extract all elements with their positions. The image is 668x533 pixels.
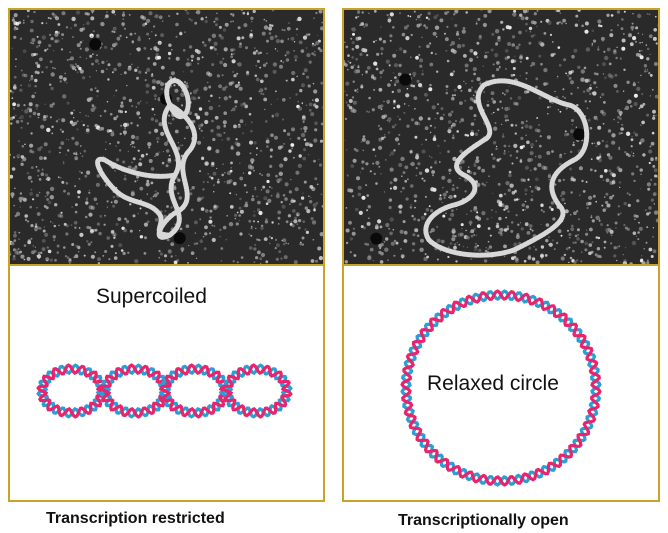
supercoiled-panel: Supercoiled: [8, 8, 325, 502]
relaxed-dna-circle-diagram: [400, 289, 602, 487]
caption-transcriptionally-open: Transcriptionally open: [398, 512, 569, 529]
supercoiled-label: Supercoiled: [96, 285, 207, 308]
supercoiled-diagram: [10, 266, 323, 500]
panel-divider: [10, 264, 323, 266]
caption-transcription-restricted: Transcription restricted: [46, 510, 225, 527]
relaxed-circle-label: Relaxed circle: [427, 372, 559, 395]
relaxed-micrograph: [344, 10, 658, 264]
relaxed-diagram: [344, 266, 658, 500]
supercoiled-micrograph-image: [10, 10, 323, 264]
supercoiled-dna-chain-diagram: [36, 363, 293, 419]
relaxed-micrograph-image: [344, 10, 658, 264]
supercoiled-micrograph: [10, 10, 323, 264]
panel-divider: [344, 264, 658, 266]
relaxed-panel: Relaxed circle: [342, 8, 660, 502]
